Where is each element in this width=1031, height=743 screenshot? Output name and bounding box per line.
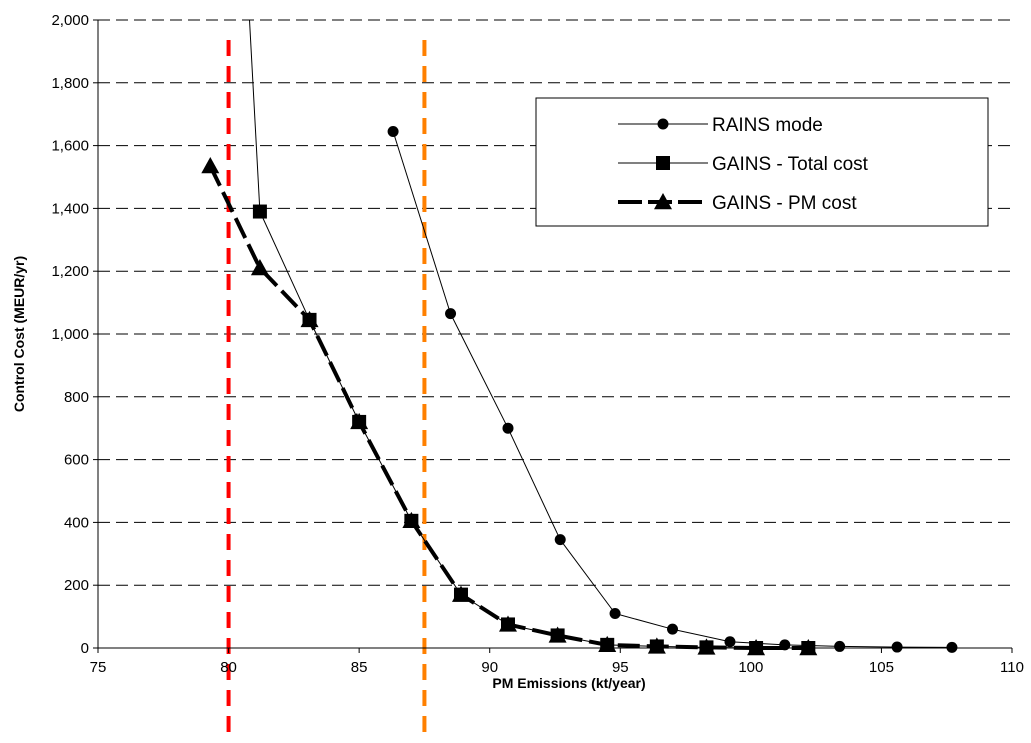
data-point	[667, 623, 679, 635]
data-point	[548, 626, 567, 643]
data-point	[402, 511, 421, 529]
x-tick-label: 80	[220, 659, 237, 676]
data-point	[350, 412, 369, 430]
x-tick-label: 110	[1000, 659, 1024, 676]
y-tick-label: 400	[64, 514, 89, 531]
y-tick-label: 200	[64, 577, 89, 594]
gridlines	[98, 19, 1012, 586]
data-point	[300, 310, 319, 328]
series-group	[201, 19, 958, 656]
y-tick-label: 2,000	[51, 12, 89, 29]
legend-item: GAINS - Total cost	[618, 154, 869, 175]
data-point	[799, 639, 818, 656]
data-point	[946, 641, 958, 653]
data-point	[654, 193, 672, 210]
data-point	[502, 422, 514, 434]
data-point	[598, 635, 617, 653]
data-point	[252, 204, 267, 219]
data-point	[498, 615, 517, 632]
data-point	[609, 607, 621, 619]
legend-label: RAINS mode	[712, 115, 823, 136]
series-line	[208, 165, 809, 650]
x-tick-label: 100	[738, 659, 763, 676]
y-tick-label: 1,200	[51, 263, 89, 280]
data-point	[697, 638, 716, 655]
x-tick-label: 105	[869, 659, 894, 676]
x-tick-label: 85	[351, 659, 368, 676]
data-point	[891, 641, 903, 653]
data-point	[387, 125, 399, 137]
data-point	[834, 640, 846, 652]
data-point	[747, 639, 766, 656]
series	[201, 157, 818, 656]
data-point	[201, 157, 220, 174]
data-point	[656, 156, 670, 170]
legend-label: GAINS - Total cost	[712, 154, 869, 175]
legend-item: RAINS mode	[618, 115, 823, 136]
legend-box	[535, 97, 989, 227]
y-tick-label: 1,000	[51, 326, 89, 343]
data-point	[657, 118, 669, 130]
x-tick-label: 75	[90, 659, 107, 676]
data-point	[647, 637, 666, 654]
data-point	[451, 585, 470, 602]
data-point	[445, 308, 457, 320]
x-axis-title: PM Emissions (kt/year)	[492, 675, 645, 691]
y-tick-label: 1,800	[51, 75, 89, 92]
tick-labels: 0 200 400 600 800 1,000 1,200 1,400 1,600 1,800 2,…	[51, 12, 1024, 676]
x-tick-label: 95	[612, 659, 629, 676]
y-tick-label: 800	[64, 389, 89, 406]
data-point	[724, 636, 736, 648]
y-tick-label: 1,400	[51, 200, 89, 217]
y-tick-label: 1,600	[51, 138, 89, 155]
data-point	[250, 259, 269, 276]
threshold-lines	[226, 40, 427, 735]
x-tick-label: 90	[481, 659, 498, 676]
legend-label: GAINS - PM cost	[712, 193, 857, 214]
legend: RAINS mode GAINS - Total cost GAINS - PM c…	[535, 97, 989, 227]
y-axis-title: Control Cost (MEUR/yr)	[11, 256, 27, 412]
y-tick-label: 600	[64, 452, 89, 469]
legend-item: GAINS - PM cost	[618, 193, 857, 214]
axes	[93, 19, 1013, 653]
data-point	[554, 534, 566, 546]
y-tick-label: 0	[81, 640, 89, 657]
